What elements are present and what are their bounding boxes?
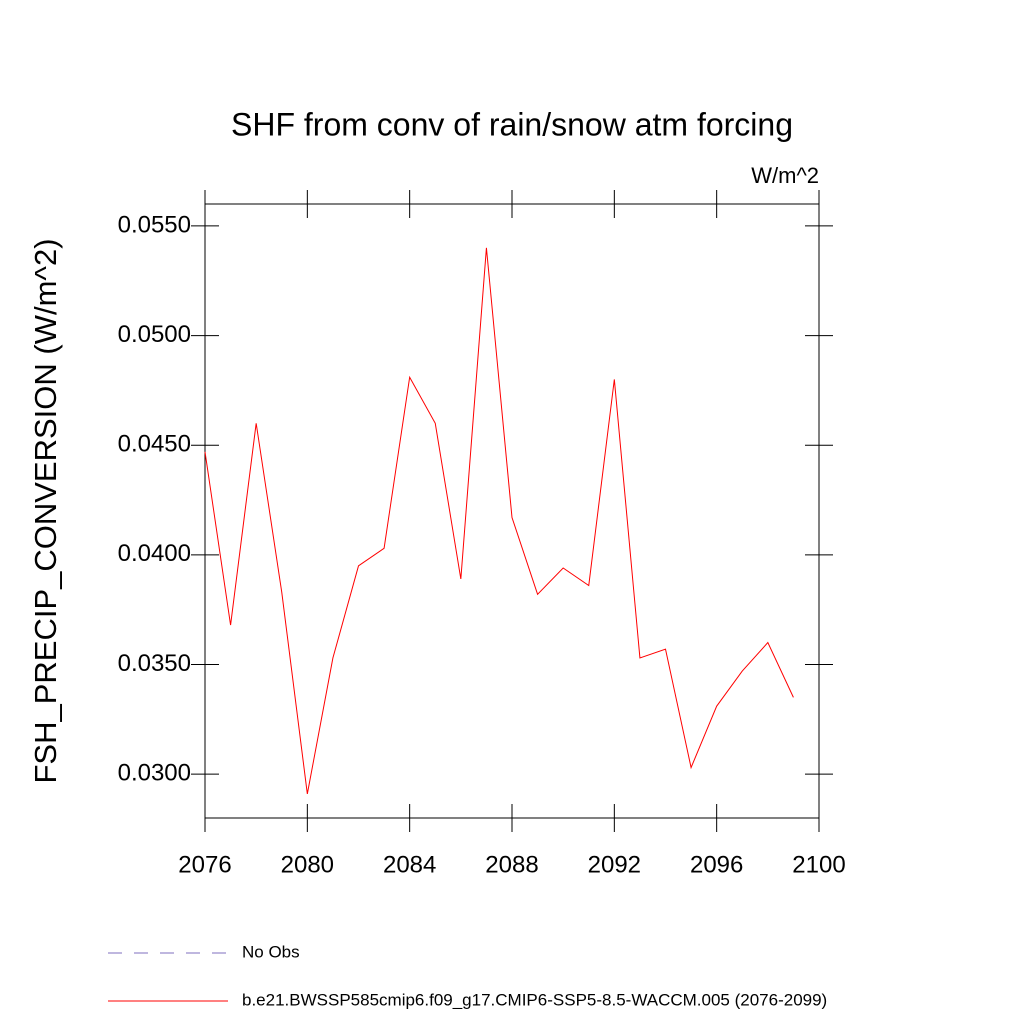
data-line: [204, 247, 794, 794]
x-tick-label: 2076: [178, 851, 231, 878]
x-tick-label: 2092: [588, 851, 641, 878]
plot-frame: [204, 203, 820, 819]
y-tick-label: 0.0500: [118, 321, 191, 348]
y-tick-label: 0.0550: [118, 211, 191, 238]
y-tick-label: 0.0300: [118, 759, 191, 786]
y-tick-label: 0.0400: [118, 540, 191, 567]
y-tick-label: 0.0450: [118, 431, 191, 458]
chart-title: SHF from conv of rain/snow atm forcing: [231, 106, 793, 142]
x-tick-label: 2096: [690, 851, 743, 878]
x-tick-label: 2100: [792, 851, 845, 878]
y-tick-label: 0.0350: [118, 650, 191, 677]
legend-label: b.e21.BWSSP585cmip6.f09_g17.CMIP6-SSP5-8…: [242, 990, 827, 1009]
units-label: W/m^2: [751, 163, 819, 188]
x-tick-label: 2088: [485, 851, 538, 878]
x-tick-label: 2080: [281, 851, 334, 878]
y-axis-label: FSH_PRECIP_CONVERSION (W/m^2): [28, 238, 63, 783]
legend-label: No Obs: [242, 942, 300, 961]
x-tick-label: 2084: [383, 851, 436, 878]
